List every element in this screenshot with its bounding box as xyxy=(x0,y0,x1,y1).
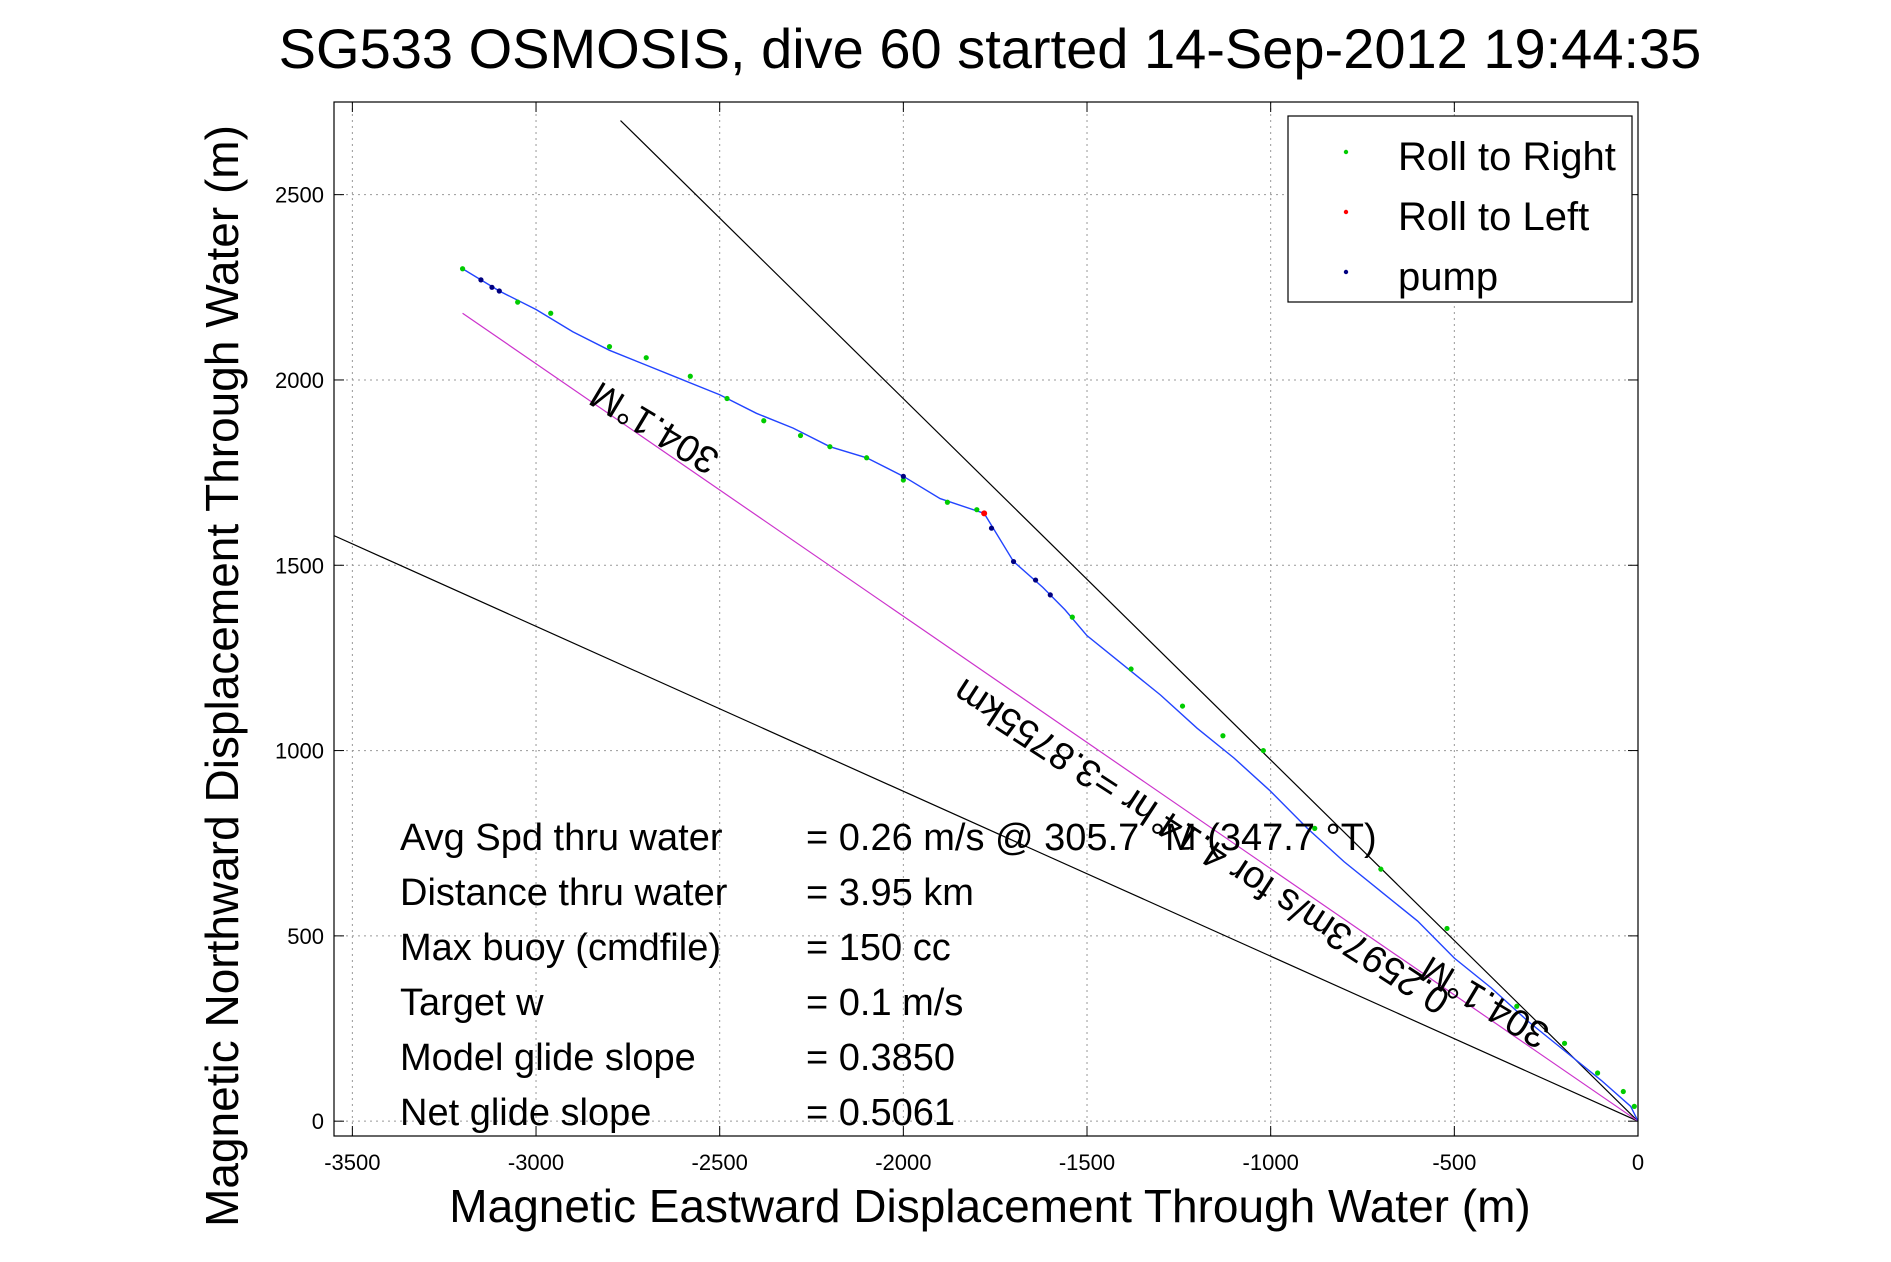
axes-frame xyxy=(333,101,1639,1137)
roll-right-point xyxy=(515,299,521,305)
stat-value: = 0.1 m/s xyxy=(806,982,963,1024)
stat-label: Target w xyxy=(400,982,544,1024)
roll-right-point xyxy=(643,355,649,361)
legend-marker xyxy=(1343,209,1349,215)
y-tick-label: 500 xyxy=(287,924,324,949)
tick-labels: -3500 -3000 -2500 -2000 -1500 -1000 -500 0 0 500 1… xyxy=(275,183,1644,1175)
roll-right-point xyxy=(761,418,767,424)
pump-point xyxy=(478,277,484,283)
stat-value: = 150 cc xyxy=(806,927,951,969)
x-tick-label: -3000 xyxy=(508,1150,564,1175)
heading-line xyxy=(620,120,1638,1122)
roll-right-point xyxy=(1444,925,1450,932)
legend-label: Roll to Left xyxy=(1398,195,1589,239)
stat-value: = 0.3850 xyxy=(806,1037,955,1079)
x-tick-label: -2500 xyxy=(692,1150,748,1175)
x-tick-label: -1000 xyxy=(1243,1150,1299,1175)
stat-label: Avg Spd thru water xyxy=(400,817,723,859)
roll-right-point xyxy=(1260,747,1266,754)
legend-marker xyxy=(1343,149,1349,155)
roll-right-point xyxy=(827,444,833,450)
roll-right-point xyxy=(1514,1003,1520,1009)
legend-label: pump xyxy=(1398,255,1498,299)
x-tick-label: -3500 xyxy=(324,1150,380,1175)
roll-right-point xyxy=(687,373,693,379)
bound-line xyxy=(334,535,1638,1122)
stats-block: Avg Spd thru water = 0.26 m/s @ 305.7 °M … xyxy=(400,817,1377,1134)
x-tick-label: -1500 xyxy=(1059,1150,1115,1175)
roll-right-point xyxy=(1620,1088,1626,1095)
x-tick-label: -500 xyxy=(1432,1150,1476,1175)
reference-lines xyxy=(334,120,1638,1122)
pump-point xyxy=(1010,558,1017,565)
stat-label: Model glide slope xyxy=(400,1037,696,1079)
stat-value: = 3.95 km xyxy=(806,872,974,914)
current-line xyxy=(462,312,1638,1122)
roll-right-point xyxy=(864,455,870,461)
legend-label: Roll to Right xyxy=(1398,135,1616,179)
legend: Roll to Right Roll to Left pump xyxy=(1287,115,1633,303)
roll-right-point xyxy=(797,432,804,439)
pump-point xyxy=(988,525,995,531)
roll-right-point xyxy=(1179,703,1186,709)
roll-right-point xyxy=(1312,825,1318,831)
y-tick-label: 0 xyxy=(312,1109,324,1134)
stat-value: = 0.5061 xyxy=(806,1092,955,1134)
legend-marker xyxy=(1343,269,1349,275)
pump-point xyxy=(900,473,906,479)
roll-right-point xyxy=(1561,1040,1568,1046)
stat-label: Max buoy (cmdfile) xyxy=(400,927,721,969)
stat-value: = 0.26 m/s @ 305.7 °M (347.7 °T) xyxy=(806,817,1377,859)
roll-right-point xyxy=(944,499,951,505)
roll-right-point xyxy=(1128,666,1134,672)
axes xyxy=(333,101,1639,1137)
pump-point xyxy=(489,284,495,290)
track-line xyxy=(462,268,1639,1122)
roll-right-point xyxy=(1378,866,1384,872)
roll-right-point xyxy=(1220,733,1226,739)
y-axis-label: Magnetic Northward Displacement Through … xyxy=(196,125,248,1227)
roll-right-point xyxy=(1069,614,1075,620)
x-tick-label: 0 xyxy=(1632,1150,1644,1175)
roll-right-point xyxy=(724,395,730,402)
roll-right-point xyxy=(1631,1103,1637,1109)
y-tick-label: 2000 xyxy=(275,368,324,393)
pump-point xyxy=(496,288,502,294)
roll-right-point xyxy=(974,507,980,513)
pump-point xyxy=(1047,592,1053,598)
roll-right-point xyxy=(548,310,554,316)
stat-label: Net glide slope xyxy=(400,1092,651,1134)
pump-point xyxy=(1032,577,1039,583)
roll-left-point xyxy=(981,510,988,517)
chart-title: SG533 OSMOSIS, dive 60 started 14-Sep-20… xyxy=(279,17,1702,80)
roll-right-point xyxy=(459,266,466,272)
glider-track xyxy=(462,268,1639,1122)
y-tick-label: 2500 xyxy=(275,183,324,208)
roll-right-point xyxy=(606,344,613,350)
y-tick-label: 1500 xyxy=(275,553,324,578)
y-tick-label: 1000 xyxy=(275,739,324,764)
stat-label: Distance thru water xyxy=(400,872,728,914)
roll-right-point xyxy=(900,477,906,483)
x-axis-label: Magnetic Eastward Displacement Through W… xyxy=(449,1180,1530,1232)
data-points xyxy=(459,266,1637,1109)
x-tick-label: -2000 xyxy=(875,1150,931,1175)
roll-right-point xyxy=(1594,1070,1601,1076)
